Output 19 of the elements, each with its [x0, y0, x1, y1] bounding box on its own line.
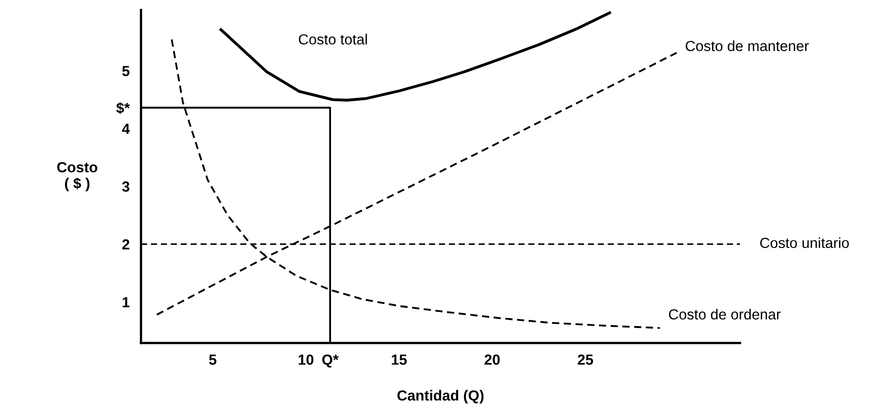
- x-tick-label: 25: [578, 354, 594, 365]
- y-tick-label: 1: [122, 297, 130, 308]
- series-label: Costo de ordenar: [668, 308, 781, 320]
- x-tick-label: 10: [298, 354, 314, 365]
- text: Costo total: [298, 34, 367, 45]
- x-tick-label: Q*: [322, 354, 339, 368]
- line-series: [220, 12, 611, 102]
- x-tick-label: 5: [209, 354, 216, 365]
- ref-line-label: Costo unitario: [760, 237, 849, 248]
- y-tick-label: 3: [122, 181, 130, 192]
- y-tick-label: 5: [122, 66, 130, 76]
- y-tick-label: $*: [116, 102, 130, 114]
- series-label: Costo de mantener: [686, 40, 809, 52]
- y-tick-label: 2: [122, 239, 130, 250]
- y-tick-label: 4: [122, 124, 130, 134]
- x-tick-label: 15: [392, 354, 407, 365]
- y-axis-title: Costo ( $ ): [57, 162, 98, 192]
- x-tick-label: 20: [484, 354, 500, 365]
- x-axis-title: Cantidad (Q): [397, 390, 484, 404]
